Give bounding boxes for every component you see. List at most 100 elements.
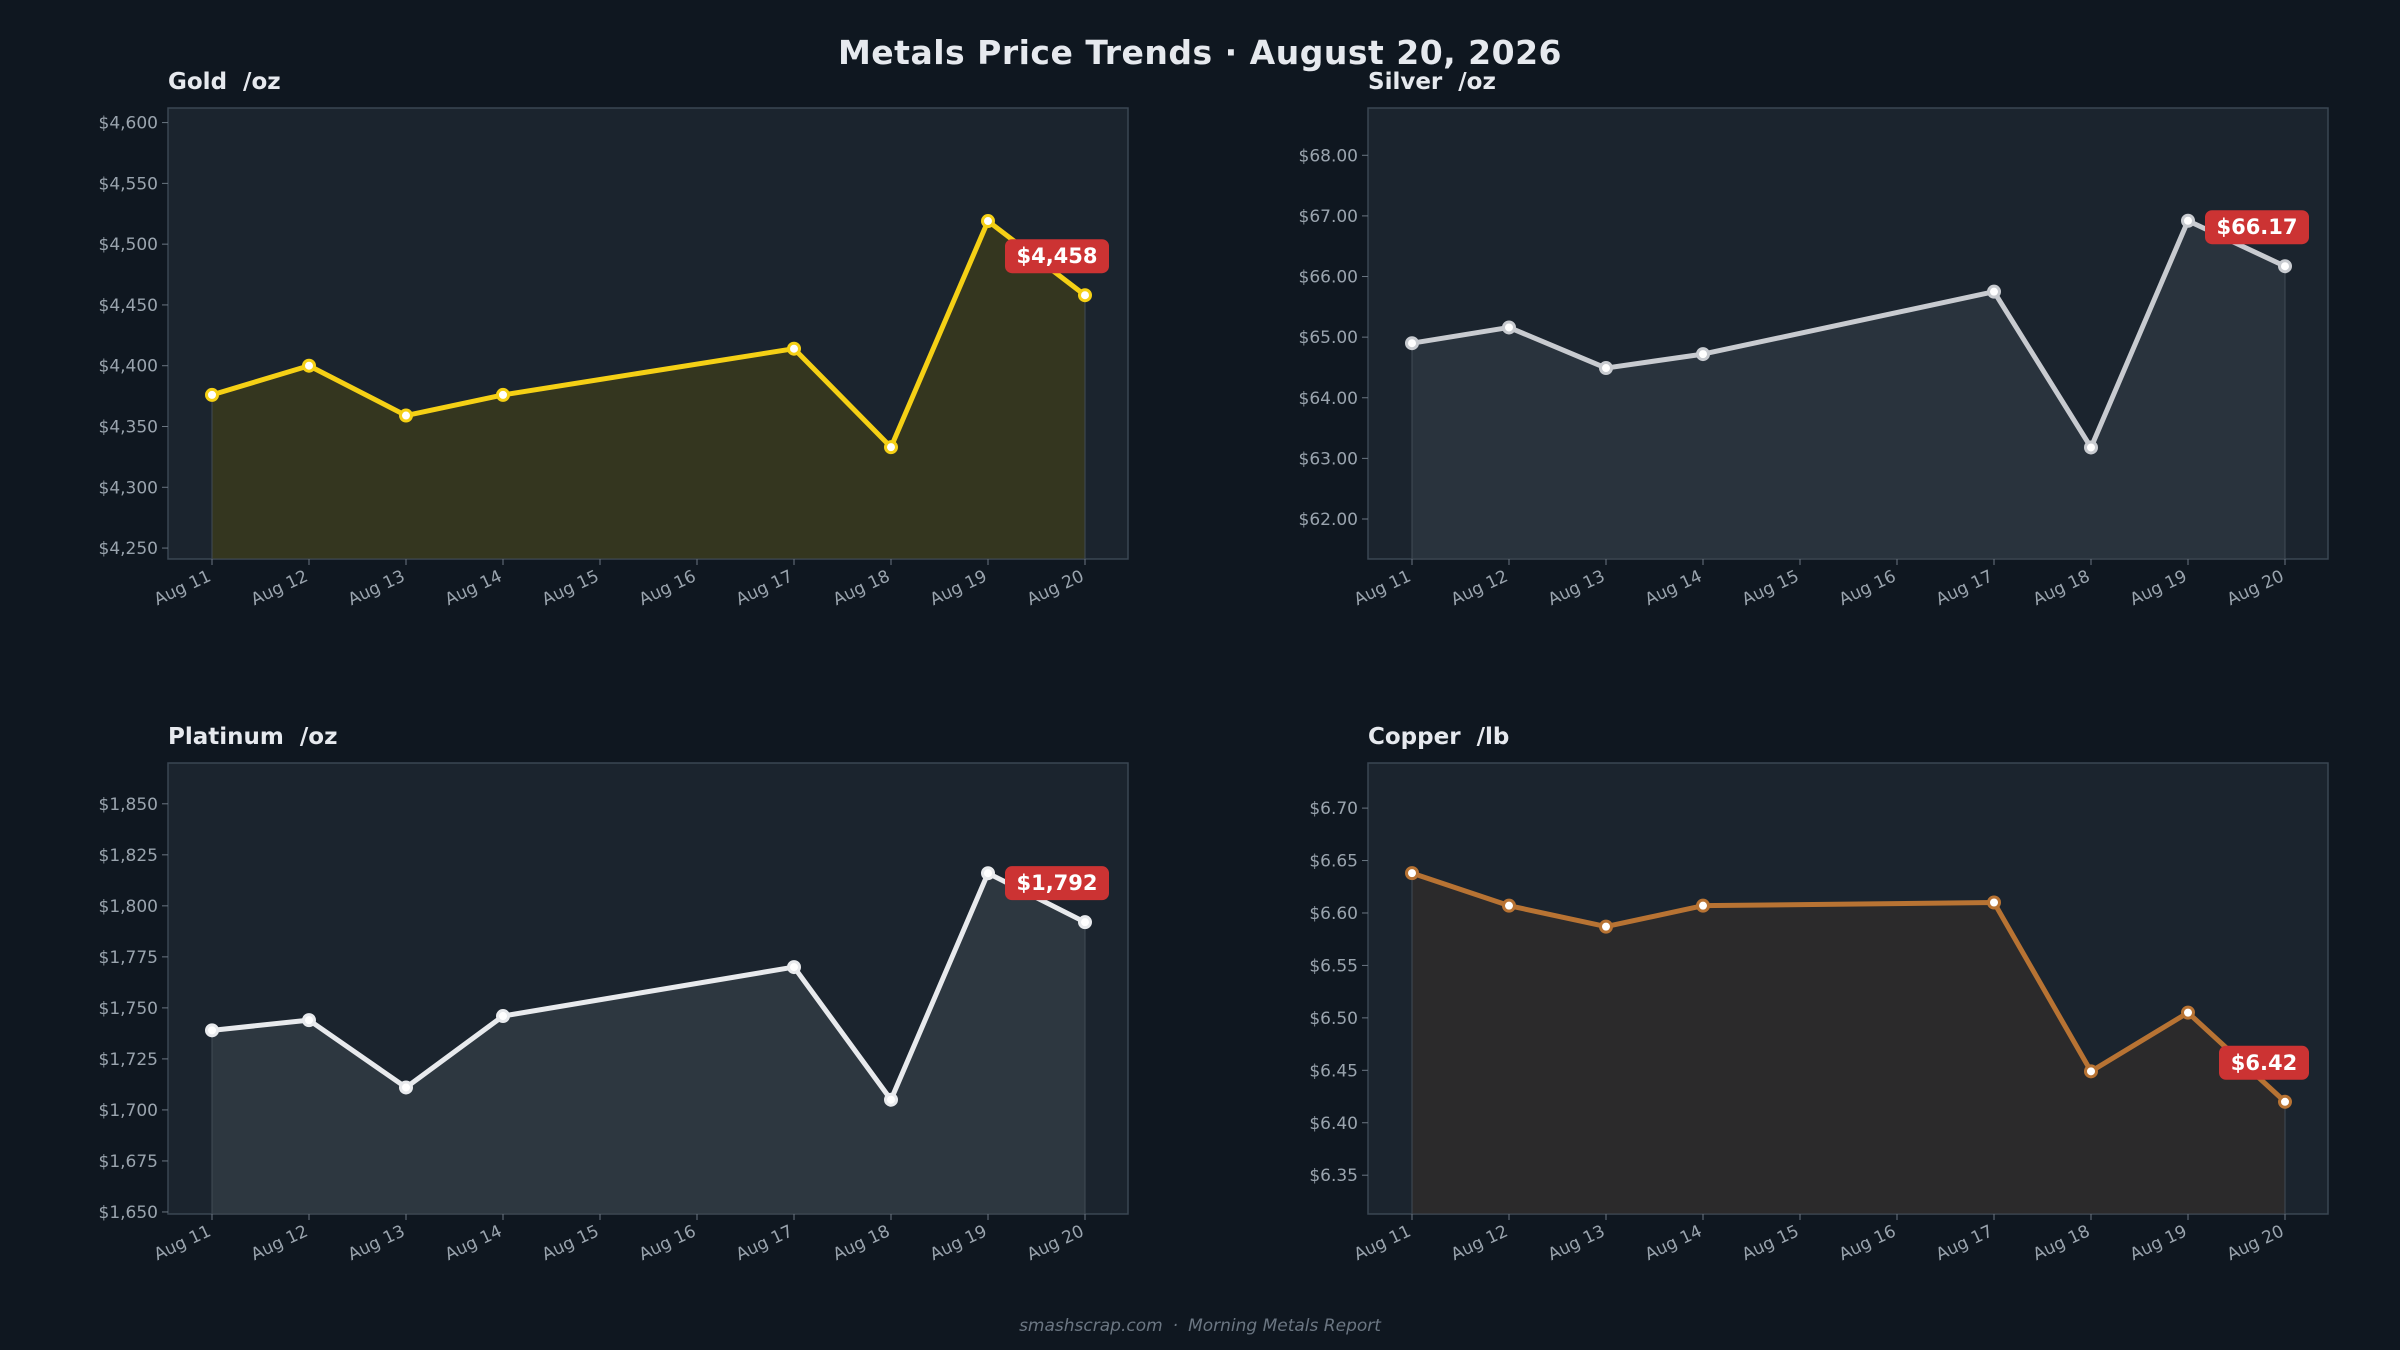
silver-data-point bbox=[1405, 336, 1419, 351]
silver-y-tick-label: $64.00 bbox=[1299, 389, 1358, 409]
platinum-y-tick-label: $1,800 bbox=[99, 897, 158, 917]
copper-data-point bbox=[1502, 898, 1516, 913]
copper-x-tick-label: Aug 20 bbox=[2224, 1221, 2287, 1265]
silver-x-tick-label: Aug 16 bbox=[1836, 566, 1899, 610]
platinum-x-tick-label: Aug 17 bbox=[733, 1221, 796, 1265]
silver-y-tick-label: $68.00 bbox=[1299, 146, 1358, 166]
copper-x-tick-label: Aug 13 bbox=[1545, 1221, 1608, 1265]
platinum-x-tick-label: Aug 13 bbox=[345, 1221, 408, 1265]
silver-y-tick-label: $67.00 bbox=[1299, 207, 1358, 227]
platinum-x-tick-label: Aug 11 bbox=[151, 1221, 214, 1265]
copper-data-point bbox=[2181, 1005, 2195, 1020]
silver-x-tick-label: Aug 13 bbox=[1545, 566, 1608, 610]
gold-x-tick-label: Aug 12 bbox=[248, 566, 311, 610]
platinum-y-tick-label: $1,675 bbox=[99, 1152, 158, 1172]
platinum-badge-background bbox=[1005, 866, 1109, 901]
silver-y-tick-label: $62.00 bbox=[1299, 510, 1358, 530]
copper-x-tick-label: Aug 16 bbox=[1836, 1221, 1899, 1265]
platinum-y-tick-label: $1,750 bbox=[99, 999, 158, 1019]
gold-x-tick-label: Aug 16 bbox=[636, 566, 699, 610]
platinum-y-tick-label: $1,700 bbox=[99, 1101, 158, 1121]
platinum-y-tick-label: $1,825 bbox=[99, 846, 158, 866]
gold-latest-price-badge: $4,458 bbox=[1005, 239, 1109, 274]
gold-y-tick-label: $4,300 bbox=[99, 478, 158, 498]
gold-badge-background bbox=[1005, 239, 1109, 274]
copper-y-tick-label: $6.60 bbox=[1309, 904, 1358, 924]
gold-data-point bbox=[302, 358, 316, 373]
gold-y-tick-label: $4,500 bbox=[99, 235, 158, 255]
silver-data-point bbox=[2084, 440, 2098, 455]
platinum-data-point bbox=[1078, 915, 1092, 930]
platinum-x-tick-label: Aug 15 bbox=[539, 1221, 602, 1265]
platinum-y-tick-label: $1,650 bbox=[99, 1203, 158, 1223]
gold-data-point bbox=[1078, 288, 1092, 303]
copper-x-tick-label: Aug 18 bbox=[2030, 1221, 2093, 1265]
gold-x-tick-label: Aug 18 bbox=[830, 566, 893, 610]
copper-x-tick-label: Aug 19 bbox=[2127, 1221, 2190, 1265]
silver-x-tick-label: Aug 14 bbox=[1642, 566, 1705, 610]
platinum-data-point bbox=[302, 1013, 316, 1028]
gold-data-point bbox=[399, 408, 413, 423]
platinum-data-point bbox=[496, 1009, 510, 1024]
silver-x-tick-label: Aug 18 bbox=[2030, 566, 2093, 610]
platinum-x-tick-label: Aug 18 bbox=[830, 1221, 893, 1265]
gold-data-point bbox=[205, 387, 219, 402]
gold-y-tick-label: $4,400 bbox=[99, 357, 158, 377]
silver-chart: Silver /oz $62.00 $63.00 $64.00 $65.00 $66.00… bbox=[1299, 69, 2329, 610]
platinum-data-point bbox=[399, 1080, 413, 1095]
platinum-data-point bbox=[981, 866, 995, 881]
copper-x-tick-label: Aug 14 bbox=[1642, 1221, 1705, 1265]
footer-credit: smashscrap.com · Morning Metals Report bbox=[0, 1316, 2400, 1336]
copper-x-tick-label: Aug 15 bbox=[1739, 1221, 1802, 1265]
platinum-x-tick-label: Aug 12 bbox=[248, 1221, 311, 1265]
copper-data-point bbox=[1599, 919, 1613, 934]
platinum-y-tick-label: $1,850 bbox=[99, 795, 158, 815]
copper-x-tick-label: Aug 11 bbox=[1351, 1221, 1414, 1265]
silver-price-line bbox=[1409, 218, 2288, 450]
silver-data-point bbox=[1696, 347, 1710, 362]
silver-data-point bbox=[2278, 259, 2292, 274]
platinum-y-tick-label: $1,725 bbox=[99, 1050, 158, 1070]
copper-data-point bbox=[2278, 1094, 2292, 1109]
gold-x-tick-label: Aug 19 bbox=[927, 566, 990, 610]
silver-x-tick-label: Aug 19 bbox=[2127, 566, 2190, 610]
copper-x-tick-label: Aug 17 bbox=[1933, 1221, 1996, 1265]
platinum-badge-label: $1,792 bbox=[1016, 871, 1097, 895]
copper-data-point bbox=[1696, 898, 1710, 913]
silver-data-point bbox=[1502, 320, 1516, 335]
copper-x-tick-label: Aug 12 bbox=[1448, 1221, 1511, 1265]
gold-y-tick-label: $4,350 bbox=[99, 417, 158, 437]
silver-data-point bbox=[1599, 361, 1613, 376]
silver-x-tick-label: Aug 15 bbox=[1739, 566, 1802, 610]
silver-y-tick-label: $65.00 bbox=[1299, 328, 1358, 348]
footer-separator: · bbox=[1172, 1316, 1179, 1336]
gold-data-point bbox=[787, 341, 801, 356]
gold-y-tick-label: $4,450 bbox=[99, 296, 158, 316]
silver-latest-price-badge: $66.17 bbox=[2205, 210, 2309, 245]
footer-source: smashscrap.com bbox=[1019, 1316, 1163, 1336]
gold-data-point bbox=[884, 440, 898, 455]
gold-x-tick-label: Aug 11 bbox=[151, 566, 214, 610]
platinum-x-tick-label: Aug 14 bbox=[442, 1221, 505, 1265]
platinum-data-point bbox=[884, 1092, 898, 1107]
gold-chart-title: Gold /oz bbox=[168, 69, 281, 95]
copper-latest-price-badge: $6.42 bbox=[2219, 1045, 2309, 1080]
gold-y-tick-label: $4,600 bbox=[99, 114, 158, 134]
platinum-latest-price-badge: $1,792 bbox=[1005, 866, 1109, 901]
copper-price-line bbox=[1409, 870, 2288, 1105]
page-title: Metals Price Trends · August 20, 2026 bbox=[837, 33, 1563, 72]
silver-badge-label: $66.17 bbox=[2216, 215, 2297, 239]
copper-y-tick-label: $6.70 bbox=[1309, 799, 1358, 819]
platinum-x-tick-label: Aug 19 bbox=[927, 1221, 990, 1265]
silver-badge-background bbox=[2205, 210, 2309, 245]
copper-y-tick-label: $6.55 bbox=[1309, 956, 1358, 976]
copper-y-tick-label: $6.65 bbox=[1309, 852, 1358, 872]
gold-badge-label: $4,458 bbox=[1016, 244, 1097, 268]
copper-badge-background bbox=[2219, 1045, 2309, 1080]
gold-x-tick-label: Aug 14 bbox=[442, 566, 505, 610]
silver-data-point bbox=[2181, 213, 2195, 228]
platinum-price-line bbox=[209, 870, 1088, 1103]
gold-chart: Gold /oz $4,250 $4,300 $4,350 $4,400 $4,450 $4… bbox=[99, 69, 1129, 610]
copper-y-tick-label: $6.40 bbox=[1309, 1114, 1358, 1134]
copper-chart-title: Copper /lb bbox=[1368, 724, 1509, 750]
